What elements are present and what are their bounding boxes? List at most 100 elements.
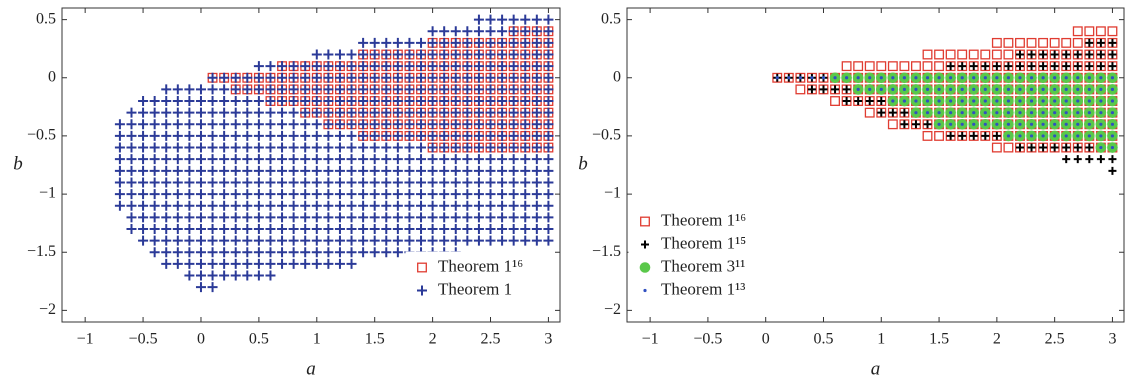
plus-marker [427,177,438,188]
plus-marker [404,72,415,83]
plus-marker [807,85,816,94]
plus-marker [334,177,345,188]
plus-marker [242,142,253,153]
plus-marker [485,84,496,95]
plus-marker [404,142,415,153]
plus-marker [242,177,253,188]
plus-marker [138,189,149,200]
plus-marker [242,84,253,95]
plus-marker [520,212,531,223]
plus-marker [416,235,427,246]
y-tick-label: 0.5 [36,10,56,27]
plus-marker [392,177,403,188]
plus-marker [543,235,554,246]
plus-marker [439,26,450,37]
plus-marker [195,84,206,95]
dot-marker [1041,111,1045,115]
dot-marker [1110,99,1115,103]
plus-marker [381,235,392,246]
y-tick-label: −1 [604,185,621,202]
plus-marker [381,130,392,141]
plus-marker [520,235,531,246]
plus-marker [311,189,322,200]
dot-marker [925,87,930,92]
plus-marker [958,62,967,71]
plus-marker [531,154,542,165]
plus-marker [184,200,195,211]
plus-marker [392,200,403,211]
plus-marker [369,61,380,72]
plus-marker [531,223,542,234]
plus-marker [253,212,264,223]
plus-marker [485,26,496,37]
plus-marker [300,61,311,72]
plus-marker [253,223,264,234]
plus-marker [346,61,357,72]
plus-marker [277,142,288,153]
plus-marker [138,235,149,246]
dot-marker [949,99,953,103]
dot-marker [1018,134,1022,138]
dot-marker [1018,87,1022,92]
plus-marker [462,61,473,72]
square-marker [795,72,806,83]
plus-marker [543,26,554,37]
plus-marker [485,165,496,176]
square-marker [1095,61,1106,72]
dot-marker [1110,134,1115,138]
plus-marker [381,119,392,130]
plus-marker [381,37,392,48]
plus-marker [288,177,299,188]
plus-marker [277,61,288,72]
dot-marker [972,99,976,103]
dot-marker [1029,111,1034,115]
dot-marker [960,99,964,103]
plus-marker [230,84,241,95]
plus-marker [404,200,415,211]
plus-marker [195,235,206,246]
dot-marker [879,87,883,92]
plus-marker [508,130,519,141]
plus-marker [172,142,183,153]
plus-marker [877,97,886,106]
dot-marker [868,87,872,92]
plus-marker [253,142,264,153]
plus-marker [323,223,334,234]
plus-marker [219,247,230,258]
plus-marker [358,72,369,83]
dot-marker [798,76,802,80]
plus-marker [439,84,450,95]
plus-marker [300,177,311,188]
plus-marker [242,96,253,107]
plus-marker [854,97,863,106]
x-tick-label: 2 [993,331,1001,348]
square-marker [968,49,979,60]
plus-marker [253,96,264,107]
plus-marker [288,84,299,95]
plus-marker [195,282,206,293]
plus-marker [531,189,542,200]
plus-marker [473,223,484,234]
dot-marker [1018,76,1022,80]
dot-marker [856,87,860,92]
plus-marker [195,258,206,269]
plus-marker [508,84,519,95]
plus-marker [161,142,172,153]
square-marker [783,72,794,83]
plus-marker [149,177,160,188]
square-marker [853,96,864,106]
plus-marker [277,212,288,223]
plus-marker [253,235,264,246]
plus-marker [381,154,392,165]
plus-marker [334,154,345,165]
x-tick-label: −1 [642,331,659,348]
plus-marker [439,177,450,188]
plus-marker [508,37,519,48]
dot-marker [1110,76,1115,80]
plus-marker [1015,62,1024,71]
plus-marker [346,107,357,118]
plus-marker [439,49,450,60]
dot-marker [1087,99,1091,103]
plus-marker [1073,50,1082,59]
dot-marker [983,111,987,115]
